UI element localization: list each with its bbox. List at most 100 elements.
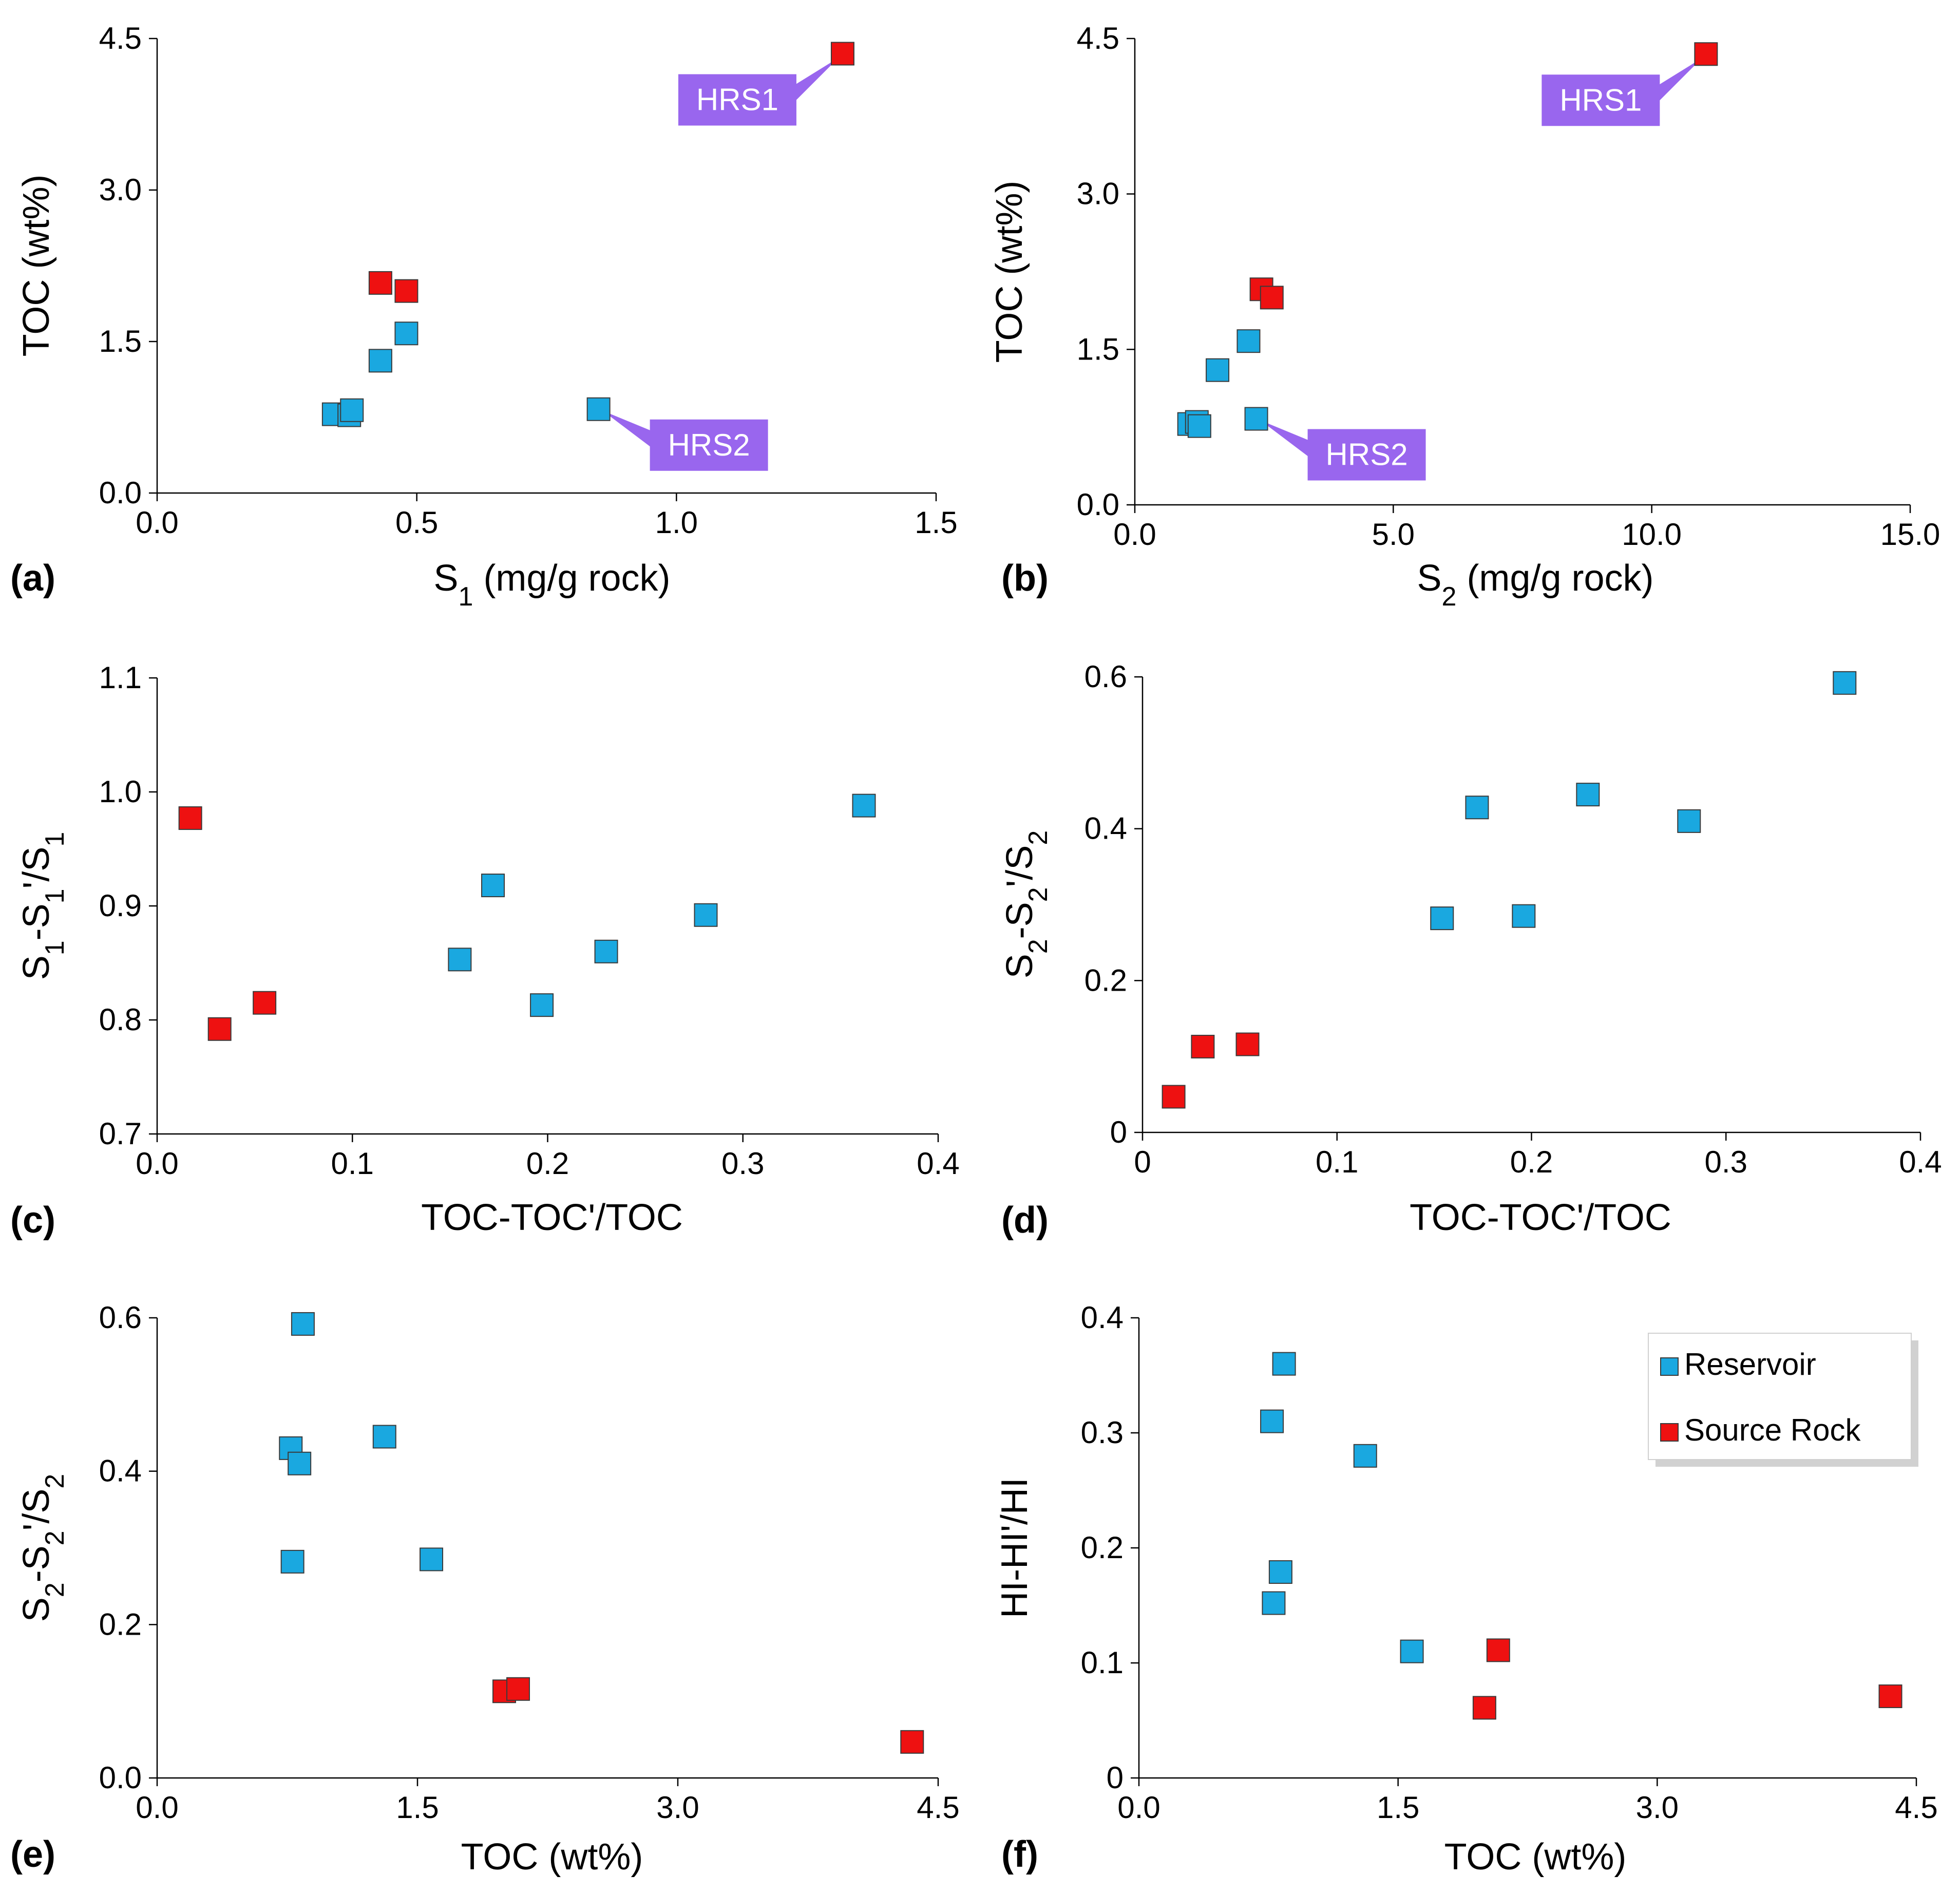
callout-pointer: [791, 58, 839, 105]
y-tick-label: 0.1: [1081, 1645, 1124, 1680]
reservoir-point: [420, 1547, 444, 1572]
x-tick-label: 0.4: [1899, 1145, 1942, 1179]
x-tick-label: 15.0: [1880, 517, 1940, 552]
x-tick-label: 0.0: [1113, 517, 1156, 552]
y-axis-label: TOC (wt%): [989, 181, 1030, 363]
source-rock-point: [1191, 1034, 1215, 1058]
x-axis-label: S2 (mg/g rock): [1417, 558, 1654, 612]
reservoir-point: [586, 397, 611, 421]
reservoir-point: [1353, 1444, 1377, 1468]
panel-d: 0 0.2 0.4 0.6 0 0.1 0.2 0.3 0.4 TOC-TOC'/TOC S2-S2…: [999, 659, 1942, 1241]
callout-pointer: [1260, 420, 1313, 460]
reservoir-point: [1262, 1591, 1286, 1615]
y-axis-label: S2-S2'/S2: [999, 830, 1053, 979]
x-tick-label: 0.5: [395, 505, 438, 540]
y-axis-label: S1-S1'/S1: [16, 832, 70, 980]
y-tick-label: 1.1: [99, 660, 142, 695]
callout-pointer: [1654, 58, 1702, 106]
x-tick-label: 1.0: [655, 505, 698, 540]
y-tick-label: 0.0: [99, 476, 142, 510]
y-tick-label: 0.8: [99, 1002, 142, 1037]
source-rock-point: [1472, 1696, 1496, 1720]
callout-label: HRS1: [1559, 83, 1642, 117]
source-rock-point: [253, 991, 277, 1015]
legend-box: [1648, 1333, 1912, 1460]
x-tick-label: 0: [1134, 1145, 1151, 1179]
panel-letter: (d): [1001, 1200, 1049, 1241]
callout-box: [1307, 429, 1426, 481]
y-tick-label: 0.0: [1077, 487, 1119, 522]
source-rock-point: [1162, 1085, 1186, 1109]
x-tick-label: 0.3: [1705, 1145, 1747, 1179]
reservoir-point: [852, 793, 876, 818]
panel-a: 0.0 1.5 3.0 4.5 0.0 0.5 1.0 1.5 S1 (mg/g rock) TO…: [10, 21, 958, 612]
y-tick-label: 3.0: [1077, 177, 1119, 211]
callout-hrs2: HRS2: [1260, 420, 1426, 481]
panel-b: 0.0 1.5 3.0 4.5 0.0 5.0 10.0 15.0 S2 (mg/g rock)…: [989, 21, 1940, 612]
reservoir-point: [1206, 358, 1230, 382]
panel-letter: (e): [10, 1834, 55, 1875]
panel-e: 0.0 0.2 0.4 0.6 0.0 1.5 3.0 4.5 TOC (wt%) S2-S2'/…: [10, 1300, 960, 1878]
x-tick-label: 3.0: [656, 1790, 699, 1825]
reservoir-point: [1187, 414, 1211, 438]
source-rock-point: [830, 42, 854, 66]
reservoir-point: [594, 939, 618, 963]
reservoir-point: [1465, 796, 1489, 820]
callout-label: HRS2: [1326, 438, 1408, 472]
y-tick-label: 1.5: [1077, 332, 1119, 366]
reservoir-point: [372, 1425, 396, 1449]
source-rock-point: [1694, 42, 1718, 66]
y-tick-label: 0.9: [99, 888, 142, 923]
panel-letter: (b): [1001, 558, 1049, 599]
source-rock-point: [394, 279, 418, 303]
x-tick-label: 0.1: [1316, 1145, 1358, 1179]
source-rock-point: [1486, 1638, 1510, 1662]
y-axis-label: S2-S2'/S2: [16, 1474, 70, 1622]
reservoir-point: [1244, 407, 1268, 431]
x-tick-label: 0.4: [917, 1146, 959, 1181]
reservoir-point: [1512, 904, 1536, 928]
legend-swatch: [1660, 1423, 1679, 1442]
callout-box: [1542, 74, 1660, 126]
y-tick-label: 0.6: [1084, 659, 1127, 694]
x-tick-label: 0.2: [1510, 1145, 1553, 1179]
reservoir-point: [448, 948, 472, 972]
y-tick-label: 0.4: [99, 1454, 142, 1488]
callout-box: [650, 419, 768, 471]
source-rock-point: [207, 1017, 232, 1041]
x-tick-label: 3.0: [1636, 1790, 1679, 1825]
y-tick-label: 3.0: [99, 173, 142, 207]
y-tick-label: 0: [1107, 1761, 1124, 1795]
x-tick-label: 0.2: [526, 1146, 569, 1181]
x-axis-label: TOC-TOC'/TOC: [421, 1197, 683, 1238]
x-tick-label: 0.0: [136, 1146, 178, 1181]
callout-label: HRS2: [668, 428, 750, 462]
x-tick-label: 1.5: [396, 1790, 439, 1825]
reservoir-point: [368, 349, 392, 373]
x-axis-label: TOC (wt%): [461, 1837, 643, 1878]
panel-f: 0 0.1 0.2 0.3 0.4 0.0 1.5 3.0 4.5 TOC (wt%) HI-HI'…: [994, 1300, 1938, 1878]
reservoir-point: [1236, 329, 1261, 353]
legend-swatch: [1660, 1357, 1679, 1376]
callout-pointer: [602, 410, 655, 450]
callout-label: HRS1: [696, 83, 778, 117]
panel-c: 0.7 0.8 0.9 1.0 1.1 0.0 0.1 0.2 0.3 0.4 TOC-TOC'/T…: [10, 660, 960, 1241]
y-axis-label: HI-HI'/HI: [994, 1478, 1035, 1618]
y-tick-label: 0.6: [99, 1300, 142, 1335]
y-tick-label: 0.4: [1084, 811, 1127, 846]
reservoir-point: [1833, 671, 1857, 695]
reservoir-point: [280, 1549, 305, 1574]
source-rock-point: [1260, 286, 1284, 310]
legend-label: Reservoir: [1684, 1347, 1816, 1381]
reservoir-point: [291, 1312, 315, 1336]
y-tick-label: 0: [1110, 1115, 1127, 1149]
y-tick-label: 0.2: [1081, 1530, 1124, 1565]
panel-letter: (a): [10, 558, 55, 599]
source-rock-point: [1878, 1684, 1902, 1708]
reservoir-point: [1400, 1639, 1424, 1663]
reservoir-point: [1576, 783, 1600, 807]
reservoir-point: [1430, 906, 1454, 931]
x-tick-label: 0.0: [136, 1790, 178, 1825]
y-tick-label: 1.0: [99, 774, 142, 809]
legend: Reservoir Source Rock: [1648, 1333, 1918, 1467]
